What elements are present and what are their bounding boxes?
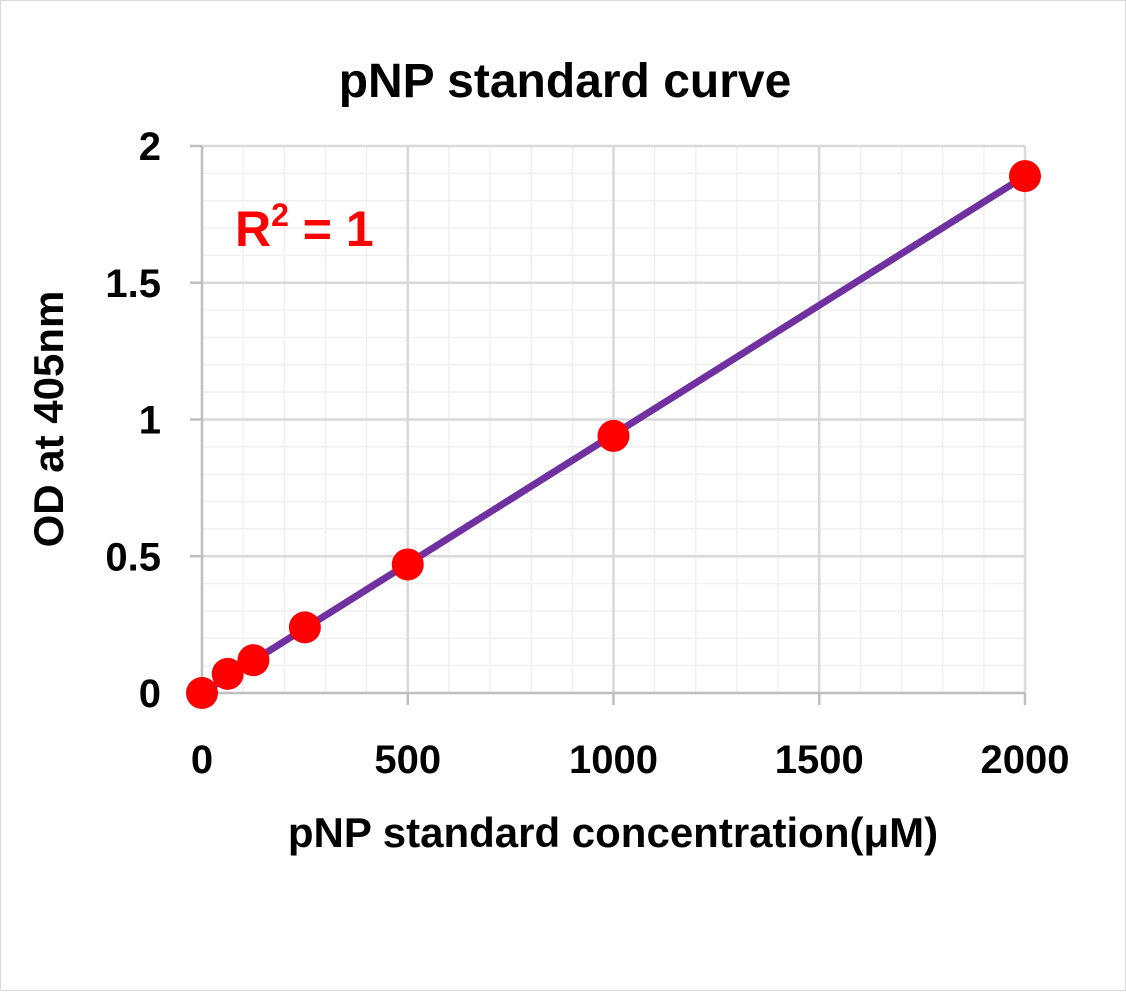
data-point xyxy=(288,611,321,644)
y-tick-label: 1 xyxy=(139,399,161,443)
chart-title: pNP standard curve xyxy=(339,55,792,108)
r-squared-rest: = 1 xyxy=(289,201,374,257)
y-tick-label: 0.5 xyxy=(105,535,161,579)
data-point xyxy=(597,419,630,452)
x-tick-label: 0 xyxy=(191,738,213,782)
data-point xyxy=(211,657,244,690)
data-point xyxy=(1009,160,1041,193)
y-tick-label: 0 xyxy=(139,672,161,716)
data-point xyxy=(391,548,424,581)
r-squared-main: R xyxy=(235,201,271,257)
y-tick-label: 1.5 xyxy=(105,262,161,306)
marker-layer xyxy=(186,160,1041,709)
x-tick-label: 1500 xyxy=(775,738,864,782)
data-point xyxy=(237,644,270,677)
r-squared-annotation: R2 = 1 xyxy=(235,197,374,257)
x-tick-label: 500 xyxy=(374,738,441,782)
tick-label-layer: 0 500 1000 1500 2000 0 0.5 1 1.5 2 xyxy=(105,125,1069,782)
grid-layer xyxy=(202,144,1027,693)
y-tick-label: 2 xyxy=(139,125,161,169)
x-tick-label: 2000 xyxy=(981,738,1070,782)
y-axis-label: OD at 405nm xyxy=(25,291,72,548)
data-point xyxy=(186,677,218,709)
axes-layer xyxy=(190,144,1027,705)
x-axis-label: pNP standard concentration(μM) xyxy=(288,809,938,856)
x-tick-label: 1000 xyxy=(569,738,658,782)
r-squared-superscript: 2 xyxy=(271,197,289,233)
